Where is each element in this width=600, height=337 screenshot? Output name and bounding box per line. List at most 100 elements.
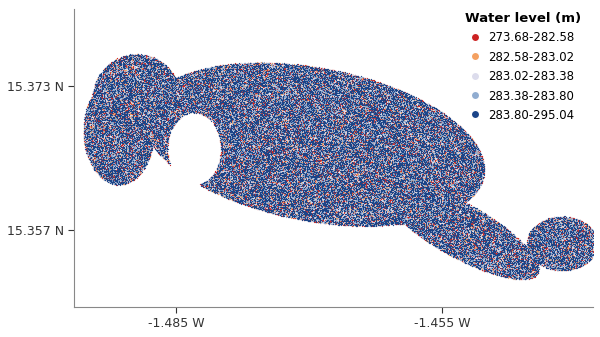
Point — [247, 108, 256, 113]
Point — [267, 84, 277, 90]
Point — [91, 151, 100, 156]
Point — [331, 99, 340, 104]
Point — [339, 183, 349, 188]
Point — [279, 97, 289, 102]
Point — [337, 178, 346, 183]
Point — [159, 148, 169, 153]
Point — [395, 154, 405, 159]
Point — [481, 254, 490, 259]
Point — [245, 108, 255, 113]
Point — [269, 187, 278, 192]
Point — [275, 68, 285, 73]
Point — [122, 62, 131, 67]
Point — [544, 232, 553, 237]
Point — [342, 93, 352, 99]
Point — [96, 159, 106, 164]
Point — [481, 266, 490, 272]
Point — [238, 190, 247, 195]
Point — [366, 118, 376, 123]
Point — [288, 162, 298, 167]
Point — [139, 102, 149, 107]
Point — [499, 241, 508, 246]
Point — [562, 250, 571, 255]
Point — [517, 273, 526, 278]
Point — [485, 252, 494, 257]
Point — [209, 106, 218, 112]
Point — [401, 172, 410, 177]
Point — [303, 214, 313, 220]
Point — [278, 94, 288, 99]
Point — [338, 93, 347, 99]
Point — [161, 145, 170, 150]
Point — [482, 213, 492, 219]
Point — [223, 187, 233, 192]
Point — [322, 127, 332, 132]
Point — [221, 147, 231, 153]
Point — [409, 213, 419, 219]
Point — [345, 203, 355, 209]
Point — [155, 96, 165, 101]
Point — [162, 75, 172, 81]
Point — [401, 93, 411, 98]
Point — [317, 201, 326, 206]
Point — [166, 92, 176, 97]
Point — [370, 197, 379, 203]
Point — [241, 174, 250, 179]
Point — [367, 82, 376, 88]
Point — [577, 220, 587, 226]
Point — [416, 141, 425, 146]
Point — [484, 250, 493, 256]
Point — [217, 109, 227, 114]
Point — [235, 84, 244, 90]
Point — [143, 89, 152, 95]
Point — [263, 103, 273, 109]
Point — [459, 163, 469, 168]
Point — [319, 164, 329, 170]
Point — [95, 115, 104, 120]
Point — [166, 80, 176, 85]
Point — [471, 250, 481, 255]
Point — [435, 205, 445, 210]
Point — [367, 80, 377, 85]
Point — [548, 227, 558, 232]
Point — [141, 150, 151, 155]
Point — [376, 86, 386, 91]
Point — [256, 183, 266, 188]
Point — [162, 159, 172, 164]
Point — [272, 194, 282, 200]
Point — [147, 74, 157, 79]
Point — [141, 121, 151, 126]
Point — [305, 150, 315, 156]
Point — [410, 180, 420, 185]
Point — [458, 138, 467, 144]
Point — [361, 113, 370, 119]
Point — [461, 234, 471, 239]
Point — [134, 146, 143, 151]
Point — [282, 147, 292, 153]
Point — [436, 195, 446, 201]
Point — [522, 272, 532, 277]
Point — [392, 134, 401, 139]
Point — [334, 80, 344, 86]
Point — [316, 84, 326, 89]
Point — [499, 225, 509, 230]
Point — [434, 150, 443, 155]
Point — [360, 177, 370, 182]
Point — [185, 109, 194, 115]
Point — [366, 108, 376, 113]
Point — [142, 105, 152, 111]
Point — [229, 184, 238, 189]
Point — [217, 187, 226, 192]
Point — [325, 133, 335, 138]
Point — [547, 262, 556, 267]
Point — [325, 68, 335, 73]
Point — [379, 184, 388, 190]
Point — [316, 160, 325, 165]
Point — [403, 117, 413, 123]
Point — [339, 104, 349, 109]
Point — [221, 137, 230, 143]
Point — [269, 129, 278, 135]
Point — [434, 206, 444, 212]
Point — [353, 202, 363, 208]
Point — [559, 267, 569, 273]
